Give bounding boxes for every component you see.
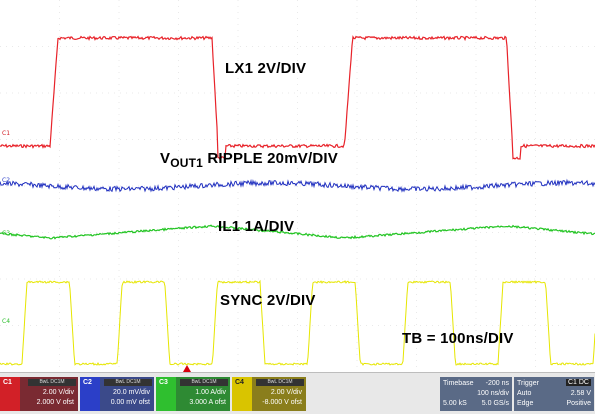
channel-1-header: BwL DC1M xyxy=(28,379,76,386)
channel-3-box[interactable]: C3 BwL DC1M 1.00 A/div 3.000 A ofst xyxy=(156,377,230,411)
channel-4-scale: 2.00 V/div xyxy=(270,389,302,396)
channel-2-tag: C2 xyxy=(80,377,100,411)
trigger-position-marker[interactable] xyxy=(183,365,191,372)
vout-rest: RIPPLE 20mV/DIV xyxy=(203,150,338,167)
timebase-note-label: TB = 100ns/DIV xyxy=(402,330,514,347)
vout-sub: OUT1 xyxy=(170,156,204,170)
vout-trace xyxy=(0,178,595,193)
channel-1-scale: 2.00 V/div xyxy=(42,389,74,396)
il1-trace xyxy=(0,224,595,240)
channel-2-box[interactable]: C2 BwL DC1M 20.0 mV/div 0.00 mV ofst xyxy=(80,377,154,411)
channel-1-box[interactable]: C1 BwL DC1M 2.00 V/div 2.000 V ofst xyxy=(0,377,78,411)
vout1-ripple-label: VOUT1 RIPPLE 20mV/DIV xyxy=(160,150,338,170)
waveform-display xyxy=(0,0,595,372)
c4-marker: C4 xyxy=(2,318,11,325)
sync-label: SYNC 2V/DIV xyxy=(220,292,316,309)
sync-trace xyxy=(0,279,595,366)
timebase-samples: 5.00 kS xyxy=(443,400,467,407)
trigger-level: 2.58 V xyxy=(570,390,591,397)
timebase-box[interactable]: Timebase -200 ns 100 ns/div 5.00 kS 5.0 … xyxy=(440,377,512,411)
timebase-delay: -200 ns xyxy=(485,380,509,387)
channel-4-offset: -8.000 V ofst xyxy=(262,399,302,406)
timebase-title: Timebase xyxy=(443,380,474,387)
channel-2-offset: 0.00 mV ofst xyxy=(110,399,150,406)
trigger-box[interactable]: Trigger C1 DC Auto 2.58 V Edge Positive xyxy=(514,377,594,411)
c2-marker: C2 xyxy=(2,177,11,184)
channel-1-offset: 2.000 V ofst xyxy=(36,399,74,406)
status-bar: C1 BwL DC1M 2.00 V/div 2.000 V ofst C2 B… xyxy=(0,372,595,414)
trigger-source: C1 DC xyxy=(565,379,591,386)
scope-screen: LX1 2V/DIV VOUT1 RIPPLE 20mV/DIV IL1 1A/… xyxy=(0,0,595,372)
vout-main: V xyxy=(160,150,171,167)
trigger-type: Edge xyxy=(517,400,534,407)
lx1-label: LX1 2V/DIV xyxy=(225,60,307,77)
trigger-mode: Auto xyxy=(517,390,532,397)
channel-3-scale: 1.00 A/div xyxy=(195,389,226,396)
c3-marker: C3 xyxy=(2,230,11,237)
channel-3-header: BwL DC1M xyxy=(180,379,228,386)
c1-marker: C1 xyxy=(2,130,11,137)
channel-3-offset: 3.000 A ofst xyxy=(189,399,226,406)
channel-4-header: BwL DC1M xyxy=(256,379,304,386)
il1-label: IL1 1A/DIV xyxy=(218,218,295,235)
timebase-per-div: 100 ns/div xyxy=(477,390,509,397)
channel-2-scale: 20.0 mV/div xyxy=(113,389,150,396)
trigger-title: Trigger xyxy=(517,380,539,387)
channel-4-box[interactable]: C4 BwL DC1M 2.00 V/div -8.000 V ofst xyxy=(232,377,306,411)
timebase-rate: 5.0 GS/s xyxy=(481,400,509,407)
channel-4-tag: C4 xyxy=(232,377,252,411)
trigger-slope: Positive xyxy=(566,400,591,407)
channel-3-tag: C3 xyxy=(156,377,176,411)
lx1-trace xyxy=(0,35,595,161)
channel-2-header: BwL DC1M xyxy=(104,379,152,386)
channel-1-tag: C1 xyxy=(0,377,20,411)
